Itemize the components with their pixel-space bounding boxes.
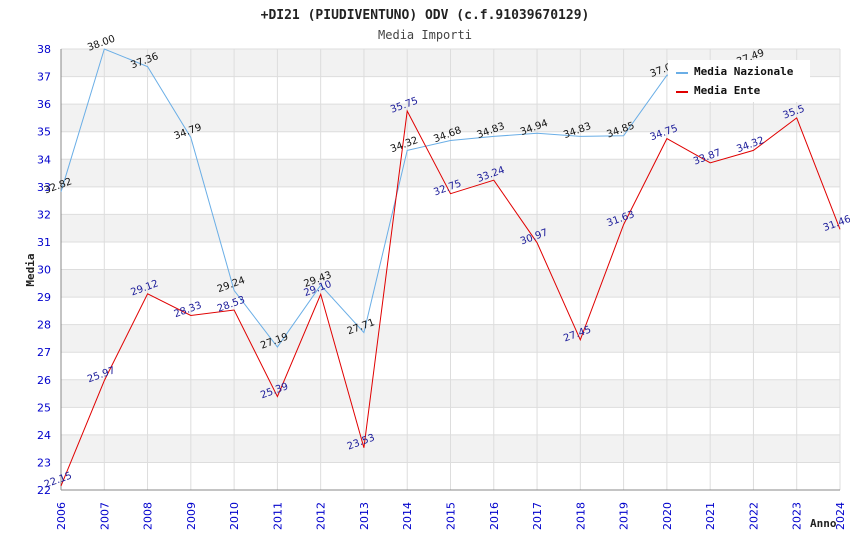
y-axis-label: Media [24,253,37,286]
x-tick-label: 2007 [98,502,111,530]
axes [60,49,840,491]
x-tick-label: 2024 [834,502,847,530]
y-tick-label: 23 [37,456,51,469]
y-tick-label: 37 [37,71,51,84]
x-tick-label: 2013 [358,502,371,530]
x-tick-label: 2017 [531,502,544,530]
x-tick-label: 2014 [401,502,414,530]
y-tick-label: 30 [37,264,51,277]
y-tick-label: 32 [37,208,51,221]
x-tick-label: 2006 [55,502,68,530]
y-tick-label: 29 [37,291,51,304]
x-tick-label: 2023 [791,502,804,530]
y-tick-label: 27 [37,346,51,359]
series-lines [60,48,841,487]
chart-subtitle: Media Importi [378,28,472,42]
x-axis-label: Anno [810,517,837,530]
y-tick-label: 26 [37,374,51,387]
x-tick-label: 2018 [574,502,587,530]
y-tick-label: 33 [37,181,51,194]
x-tick-label: 2010 [228,502,241,530]
y-tick-label: 25 [37,401,51,414]
x-tick-label: 2008 [142,502,155,530]
x-tick-label: 2011 [271,502,284,530]
y-tick-label: 22 [37,484,51,497]
x-tick-label: 2012 [315,502,328,530]
legend-label-media-nazionale: Media Nazionale [694,65,794,78]
y-tick-label: 28 [37,319,51,332]
x-tick-label: 2016 [488,502,501,530]
y-tick-label: 36 [37,98,51,111]
series-line-media-nazionale [60,48,754,348]
y-tick-labels: 22 23 24 25 26 27 28 29 30 31 32 33 34 35 36 37 38 [37,43,51,497]
x-tick-label: 2020 [661,502,674,530]
y-tick-label: 34 [37,153,51,166]
x-tick-label: 2019 [618,502,631,530]
grid-lines [60,48,841,491]
x-tick-label: 2022 [747,502,760,530]
x-tick-labels: 2006 2007 2008 2009 2010 2011 2012 2013 2014 2015… [55,502,847,530]
y-tick-label: 24 [37,429,51,442]
legend-box [668,60,810,102]
chart-title: +DI21 (PIUDIVENTUNO) ODV (c.f.9103967012… [261,8,590,23]
x-tick-label: 2021 [704,502,717,530]
y-tick-label: 31 [37,236,51,249]
y-tick-label: 38 [37,43,51,56]
x-tick-label: 2015 [445,502,458,530]
y-tick-label: 35 [37,126,51,139]
series-line-media-ente [60,109,841,487]
legend: Media Nazionale Media Ente [668,60,810,102]
x-tick-label: 2009 [185,502,198,530]
legend-label-media-ente: Media Ente [694,84,761,97]
